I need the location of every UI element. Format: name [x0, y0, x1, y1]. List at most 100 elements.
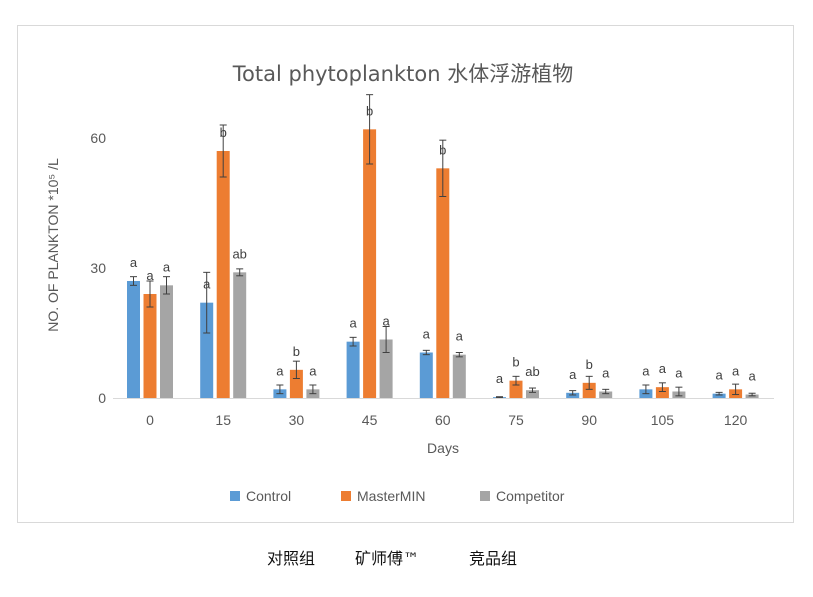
legend-swatch-mastermin	[341, 491, 351, 501]
error-bar-mastermin-day-15	[219, 124, 227, 178]
significance-label-mastermin-day-30: b	[293, 344, 300, 359]
error-bar-mastermin-day-45	[366, 94, 374, 165]
error-bar-control-day-15	[203, 271, 211, 334]
legend-label-mastermin: MasterMIN	[357, 488, 425, 504]
error-bar-control-day-45	[349, 336, 357, 347]
x-tick-label-60: 60	[435, 412, 451, 428]
error-bar-competitor-day-120	[748, 392, 756, 397]
x-tick-labels: 0 15 30 45 60 75 90 105 120	[146, 412, 747, 428]
x-tick-label-45: 45	[362, 412, 378, 428]
bar-mastermin-day-15	[216, 151, 230, 398]
legend-label-competitor: Competitor	[496, 488, 565, 504]
error-bar-control-day-75	[496, 396, 503, 399]
y-tick-labels: 0 30 60	[90, 130, 106, 406]
significance-label-control-day-105: a	[642, 363, 650, 378]
caption-control: 对照组	[267, 549, 316, 568]
y-tick-label-30: 30	[90, 260, 106, 276]
x-tick-label-90: 90	[581, 412, 597, 428]
bar-competitor-day-45	[379, 339, 393, 398]
error-bar-competitor-day-105	[675, 386, 683, 397]
error-bar-control-day-105	[642, 384, 650, 395]
error-bar-competitor-day-45	[382, 326, 390, 353]
chinese-caption-row: 对照组 矿师傅™ 竞品组	[0, 545, 813, 571]
error-bar-mastermin-day-30	[292, 360, 300, 379]
significance-label-competitor-day-0: a	[163, 259, 171, 274]
bar-competitor-day-90	[599, 391, 613, 398]
error-bar-mastermin-day-105	[658, 382, 666, 392]
significance-label-competitor-day-120: a	[748, 369, 756, 384]
bar-mastermin-day-30	[289, 369, 303, 398]
bar-competitor-day-15	[233, 272, 247, 398]
bar-control-day-0	[127, 281, 140, 398]
bar-series-group	[127, 129, 759, 399]
bar-control-day-60	[419, 352, 433, 398]
error-bar-control-day-60	[422, 349, 430, 356]
significance-label-competitor-day-45: a	[382, 314, 390, 329]
significance-label-control-day-0: a	[130, 255, 138, 270]
legend-swatch-control	[230, 491, 240, 501]
error-bar-mastermin-day-75	[512, 375, 520, 386]
caption-competitor: 竞品组	[469, 549, 518, 568]
error-bar-control-day-120	[715, 391, 723, 396]
significance-label-control-day-15: a	[203, 277, 211, 292]
significance-label-control-day-75: a	[496, 371, 504, 386]
bar-mastermin-day-105	[655, 387, 669, 398]
bar-mastermin-day-45	[363, 129, 377, 399]
bar-mastermin-day-0	[143, 294, 157, 398]
bar-control-day-15	[200, 302, 214, 398]
bar-mastermin-day-60	[436, 168, 450, 398]
error-bar-control-day-90	[569, 390, 577, 396]
significance-label-competitor-day-30: a	[309, 363, 317, 378]
error-bar-competitor-day-60	[455, 352, 463, 358]
significance-label-control-day-60: a	[423, 327, 431, 342]
significance-label-mastermin-day-105: a	[659, 361, 667, 376]
significance-label-mastermin-day-15: b	[220, 125, 227, 140]
chart-title: Total phytoplankton 水体浮游植物	[232, 62, 573, 86]
bar-control-day-45	[346, 341, 360, 398]
chart-frame	[17, 25, 794, 523]
x-tick-label-15: 15	[215, 412, 231, 428]
error-bar-mastermin-day-120	[732, 383, 740, 396]
significance-label-mastermin-day-90: b	[586, 357, 593, 372]
y-axis-label: NO. OF PLANKTON *10⁵ /L	[45, 158, 61, 332]
error-bar-mastermin-day-90	[585, 375, 593, 390]
x-axis-label: Days	[427, 440, 459, 456]
x-tick-label-105: 105	[651, 412, 675, 428]
significance-label-control-day-120: a	[715, 368, 723, 383]
bar-competitor-day-0	[160, 285, 173, 398]
error-bar-competitor-day-75	[529, 387, 536, 393]
error-bar-competitor-day-0	[163, 276, 170, 295]
error-bar-control-day-30	[276, 384, 284, 395]
error-bar-competitor-day-90	[602, 388, 610, 395]
y-tick-label-60: 60	[90, 130, 106, 146]
caption-mastermin: 矿师傅™	[355, 549, 420, 568]
error-bar-group	[130, 94, 756, 399]
error-bar-competitor-day-15	[236, 268, 244, 277]
bar-control-day-120	[712, 393, 726, 398]
y-tick-label-0: 0	[98, 390, 106, 406]
significance-label-competitor-day-105: a	[675, 366, 683, 381]
bar-competitor-day-60	[452, 354, 466, 398]
x-tick-label-120: 120	[724, 412, 748, 428]
significance-label-control-day-45: a	[349, 316, 357, 331]
error-bar-mastermin-day-0	[146, 280, 154, 308]
significance-label-mastermin-day-75: b	[512, 355, 519, 370]
x-tick-label-0: 0	[146, 412, 154, 428]
significance-label-competitor-day-60: a	[456, 329, 464, 344]
significance-label-mastermin-day-45: b	[366, 103, 373, 118]
significance-label-mastermin-day-120: a	[732, 363, 740, 378]
significance-label-mastermin-day-60: b	[439, 142, 446, 157]
error-bar-control-day-0	[130, 276, 137, 286]
significance-label-competitor-day-15: ab	[232, 246, 246, 261]
x-tick-label-75: 75	[508, 412, 524, 428]
significance-label-control-day-30: a	[276, 363, 284, 378]
error-bar-mastermin-day-60	[439, 139, 447, 197]
significance-label-competitor-day-90: a	[602, 366, 610, 381]
legend-label-control: Control	[246, 488, 291, 504]
legend-swatch-competitor	[480, 491, 490, 501]
significance-label-competitor-day-75: ab	[525, 364, 539, 379]
x-tick-label-30: 30	[289, 412, 305, 428]
bar-competitor-day-75	[526, 390, 539, 398]
